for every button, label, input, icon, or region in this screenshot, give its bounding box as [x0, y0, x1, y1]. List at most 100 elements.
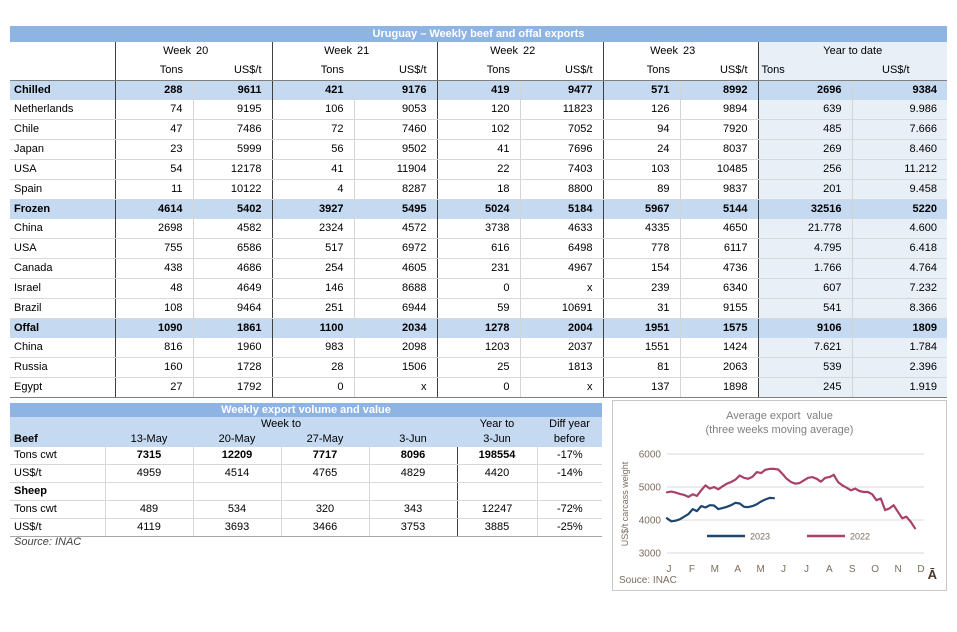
corner-cell[interactable]: [10, 42, 115, 61]
cell[interactable]: 22: [436, 159, 520, 180]
cell[interactable]: 2324: [271, 219, 354, 239]
date-header[interactable]: 27-May: [281, 432, 369, 447]
cell[interactable]: 534: [192, 500, 281, 519]
cell[interactable]: 6498: [519, 238, 603, 259]
cell[interactable]: 74: [114, 100, 193, 120]
cell[interactable]: 4572: [353, 219, 437, 239]
cell[interactable]: 3885: [456, 518, 538, 537]
cell[interactable]: 541: [757, 298, 852, 319]
cell[interactable]: 7696: [519, 139, 603, 160]
cell[interactable]: 11.212: [851, 159, 948, 180]
cell[interactable]: 2.396: [851, 357, 948, 378]
cell[interactable]: 10485: [679, 159, 758, 180]
cell[interactable]: -25%: [536, 518, 603, 537]
cell[interactable]: 10122: [192, 179, 272, 200]
cell[interactable]: 126: [602, 100, 680, 120]
cell[interactable]: 1551: [602, 338, 680, 358]
cell[interactable]: 485: [757, 119, 852, 140]
cell[interactable]: 4633: [519, 219, 603, 239]
usd-header[interactable]: US$/t: [193, 61, 272, 81]
cell[interactable]: 3927: [271, 199, 354, 219]
cell[interactable]: 81: [602, 357, 680, 378]
cell[interactable]: x: [519, 377, 603, 398]
cell[interactable]: 72: [271, 119, 354, 140]
cell[interactable]: 12178: [192, 159, 272, 180]
cell[interactable]: 1.784: [851, 338, 948, 358]
cell[interactable]: 4650: [679, 219, 758, 239]
cell[interactable]: 11904: [353, 159, 437, 180]
cell[interactable]: 108: [114, 298, 193, 319]
cell[interactable]: [536, 482, 603, 501]
cell[interactable]: 1728: [192, 357, 272, 378]
cell[interactable]: 9053: [353, 100, 437, 120]
row-label[interactable]: Netherlands: [10, 100, 115, 120]
cell[interactable]: 421: [271, 80, 354, 100]
cell[interactable]: 1898: [679, 377, 758, 398]
cell[interactable]: 3466: [280, 518, 369, 537]
cell[interactable]: 8800: [519, 179, 603, 200]
row-label[interactable]: Tons cwt: [10, 447, 105, 465]
cell[interactable]: 7052: [519, 119, 603, 140]
cell[interactable]: 983: [271, 338, 354, 358]
cell[interactable]: 103: [602, 159, 680, 180]
cell[interactable]: 9477: [519, 80, 603, 100]
cell[interactable]: 489: [104, 500, 193, 519]
cell[interactable]: 9106: [757, 318, 852, 338]
cell[interactable]: 4335: [602, 219, 680, 239]
cell[interactable]: 3753: [368, 518, 458, 537]
cell[interactable]: 0: [436, 278, 520, 299]
cell[interactable]: 1278: [436, 318, 520, 338]
cell[interactable]: 9384: [851, 80, 948, 100]
cell[interactable]: 8037: [679, 139, 758, 160]
diff-header-line1[interactable]: Diff year: [537, 417, 603, 432]
cell[interactable]: 5024: [436, 199, 520, 219]
cell[interactable]: 4514: [192, 464, 281, 483]
cell[interactable]: 9.458: [851, 179, 948, 200]
cell[interactable]: 7.666: [851, 119, 948, 140]
cell[interactable]: 2037: [519, 338, 603, 358]
cell[interactable]: 1506: [353, 357, 437, 378]
cell[interactable]: 7.621: [757, 338, 852, 358]
cell[interactable]: 1861: [192, 318, 272, 338]
cell[interactable]: -14%: [536, 464, 603, 483]
cell[interactable]: [104, 482, 193, 501]
cell[interactable]: 6117: [679, 238, 758, 259]
cell[interactable]: 12247: [456, 500, 538, 519]
cell[interactable]: 7403: [519, 159, 603, 180]
row-label[interactable]: Brazil: [10, 298, 115, 319]
cell[interactable]: 32516: [757, 199, 852, 219]
cell[interactable]: 18: [436, 179, 520, 200]
cell[interactable]: [192, 482, 281, 501]
group-beef-label[interactable]: Beef: [10, 432, 105, 447]
cell[interactable]: [456, 482, 538, 501]
cell[interactable]: 8.366: [851, 298, 948, 319]
row-label[interactable]: Frozen: [10, 199, 115, 219]
cell[interactable]: 160: [114, 357, 193, 378]
tons-header[interactable]: Tons: [114, 61, 193, 81]
cell[interactable]: 2698: [114, 219, 193, 239]
cell[interactable]: 2098: [353, 338, 437, 358]
cell[interactable]: 245: [757, 377, 852, 398]
cell[interactable]: 54: [114, 159, 193, 180]
cell[interactable]: 1.766: [757, 258, 852, 279]
cell[interactable]: 4829: [368, 464, 458, 483]
cell[interactable]: 5220: [851, 199, 948, 219]
row-label[interactable]: US$/t: [10, 464, 105, 483]
usd-header[interactable]: US$/t: [520, 61, 603, 81]
cell[interactable]: 639: [757, 100, 852, 120]
cell[interactable]: [368, 482, 458, 501]
year-date-header[interactable]: 3-Jun: [457, 432, 538, 447]
cell[interactable]: 1813: [519, 357, 603, 378]
cell[interactable]: 89: [602, 179, 680, 200]
cell[interactable]: 9611: [192, 80, 272, 100]
cell[interactable]: 12209: [192, 447, 281, 465]
cell[interactable]: 146: [271, 278, 354, 299]
cell[interactable]: 1090: [114, 318, 193, 338]
cell[interactable]: 256: [757, 159, 852, 180]
cell[interactable]: 5967: [602, 199, 680, 219]
usd-header[interactable]: US$/t: [354, 61, 437, 81]
cell[interactable]: 4765: [280, 464, 369, 483]
cell[interactable]: 4.600: [851, 219, 948, 239]
tons-header[interactable]: Tons: [271, 61, 354, 81]
cell[interactable]: 23: [114, 139, 193, 160]
